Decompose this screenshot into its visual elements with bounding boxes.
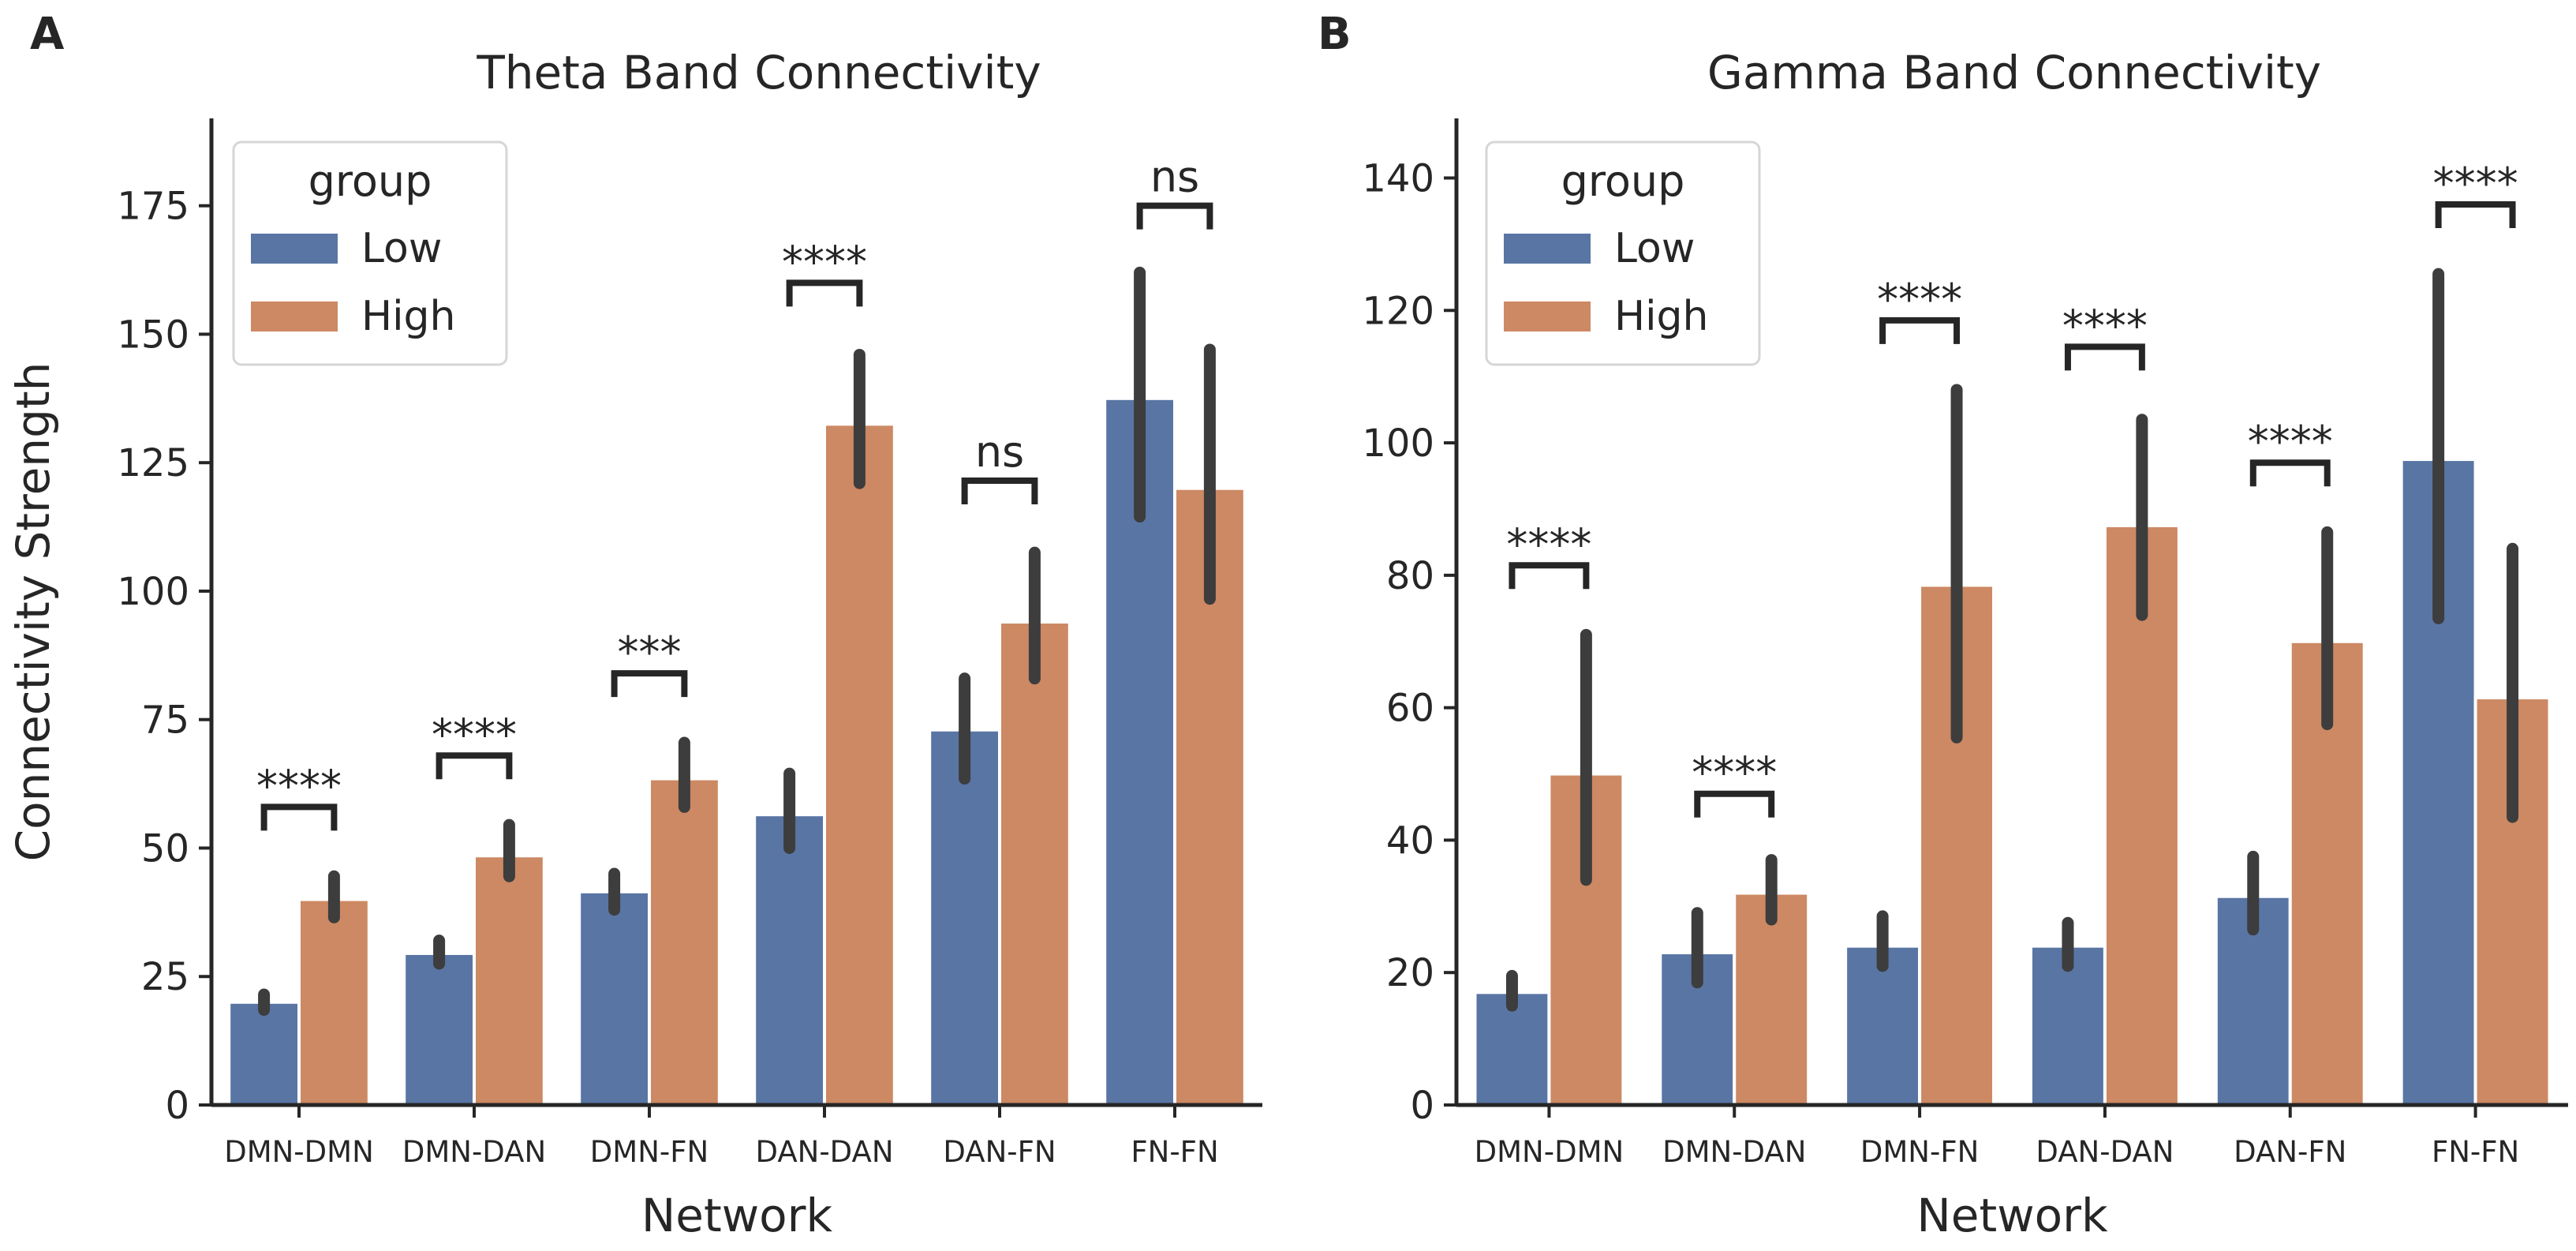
x-tick-label: DMN-FN	[590, 1135, 708, 1169]
y-tick-label: 60	[1386, 687, 1434, 731]
panel-b: B Gamma Band Connectivity 0 20 40 60 80 100 120 1…	[1318, 9, 2568, 1242]
x-tick-label: DAN-DAN	[755, 1135, 893, 1169]
x-axis-label: Network	[1916, 1189, 2108, 1242]
x-tick-label: DMN-DMN	[224, 1135, 374, 1169]
significance-bracket	[786, 279, 863, 307]
chart-title: Gamma Band Connectivity	[1707, 46, 2321, 99]
significance-label: ns	[975, 427, 1024, 477]
legend: group Low High	[1485, 140, 1761, 366]
y-tick-label: 175	[117, 185, 189, 229]
significance-label: ns	[1150, 152, 1199, 202]
bar-high-dmn-fn	[648, 777, 721, 1107]
x-tick-label: DMN-DMN	[1475, 1135, 1624, 1169]
significance-label: ****	[1692, 748, 1777, 798]
legend-title: group	[1561, 156, 1685, 206]
y-tick-label: 140	[1362, 157, 1434, 201]
y-tick-label: 120	[1362, 289, 1434, 333]
bar-high-dmn-dan	[473, 854, 546, 1107]
panel-letter: B	[1318, 9, 1352, 60]
significance-bracket	[2249, 459, 2331, 487]
bar-high-dan-fn	[998, 620, 1071, 1107]
y-tick-label: 40	[1386, 818, 1434, 863]
significance-label: ***	[618, 627, 682, 677]
x-tick-label: DAN-DAN	[2036, 1135, 2174, 1169]
panel-letter: A	[30, 9, 65, 60]
y-tick-label: 80	[1386, 554, 1434, 598]
significance-bracket	[1694, 790, 1775, 818]
significance-bracket	[2064, 343, 2145, 371]
bar-low-dmn-dan	[402, 951, 477, 1107]
significance-label: ****	[2062, 301, 2148, 350]
legend-swatch-high	[1504, 302, 1591, 331]
x-tick-label: DMN-FN	[1860, 1135, 1979, 1169]
x-tick-label: FN-FN	[2432, 1135, 2519, 1169]
legend-label-low: Low	[1614, 225, 1695, 272]
legend-swatch-high	[251, 302, 338, 331]
significance-label: ****	[432, 710, 517, 759]
y-tick-label: 25	[141, 955, 189, 999]
legend-label-high: High	[1614, 293, 1709, 340]
bar-high-dmn-dmn	[297, 897, 371, 1107]
y-tick-label: 100	[117, 570, 189, 614]
significance-bracket	[1879, 316, 1961, 344]
significance-label: ****	[2433, 159, 2518, 208]
y-tick-label: 150	[117, 313, 189, 357]
y-tick-label: 0	[165, 1084, 189, 1128]
significance-label: ****	[1506, 519, 1591, 569]
significance-label: ****	[1877, 275, 1962, 324]
x-tick-label: FN-FN	[1131, 1135, 1218, 1169]
y-tick-label: 100	[1362, 421, 1434, 466]
x-axis-label: Network	[641, 1189, 833, 1242]
legend-label-low: Low	[361, 225, 442, 272]
chart-title: Theta Band Connectivity	[476, 46, 1041, 99]
bar-high-dan-dan	[823, 422, 896, 1107]
bar-high-dan-dan	[2103, 523, 2181, 1107]
panel-a: A Theta Band Connectivity 0 25 50 75 100 125 150…	[6, 9, 1262, 1242]
significance-bracket	[260, 803, 338, 831]
significance-bracket	[2435, 201, 2516, 229]
bar-low-dmn-dmn	[227, 1000, 301, 1107]
bar-high-dmn-dan	[1733, 891, 1811, 1107]
y-tick-label: 50	[141, 826, 189, 871]
significance-label: ****	[2248, 417, 2333, 466]
significance-bracket	[611, 670, 688, 698]
bar-low-dan-dan	[753, 813, 827, 1107]
significance-bracket	[436, 752, 513, 780]
significance-label: ****	[782, 237, 867, 287]
significance-bracket	[1136, 202, 1213, 230]
y-tick-label: 75	[141, 699, 189, 743]
x-tick-label: DAN-FN	[943, 1135, 1056, 1169]
bar-low-dan-fn	[928, 728, 1001, 1107]
bar-low-dmn-fn	[578, 890, 652, 1107]
significance-label: ****	[256, 761, 342, 811]
x-tick-label: DMN-DAN	[402, 1135, 546, 1169]
y-axis-label: Connectivity Strength	[6, 362, 60, 862]
legend: group Low High	[232, 140, 508, 366]
significance-bracket	[1509, 562, 1590, 590]
legend-title: group	[308, 156, 432, 206]
significance-bracket	[961, 477, 1038, 504]
legend-swatch-low	[1504, 234, 1591, 264]
x-tick-label: DMN-DAN	[1662, 1135, 1806, 1169]
y-tick-label: 125	[117, 441, 189, 485]
legend-label-high: High	[361, 293, 456, 340]
y-tick-label: 20	[1386, 951, 1434, 995]
legend-swatch-low	[251, 234, 338, 264]
x-tick-label: DAN-FN	[2234, 1135, 2346, 1169]
y-tick-label: 0	[1410, 1084, 1434, 1128]
